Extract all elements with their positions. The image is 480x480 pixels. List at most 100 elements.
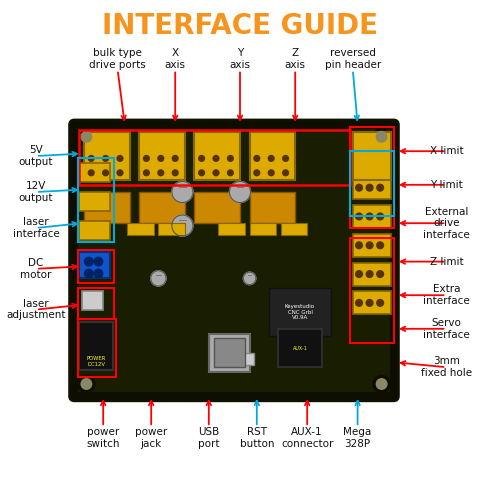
Text: Y
axis: Y axis (229, 48, 251, 70)
Text: USB
port: USB port (198, 427, 219, 449)
FancyBboxPatch shape (250, 132, 295, 180)
Circle shape (377, 184, 384, 191)
Circle shape (366, 300, 373, 306)
Circle shape (199, 170, 204, 176)
Circle shape (158, 156, 164, 161)
Circle shape (144, 170, 149, 176)
Text: laser
adjustment: laser adjustment (6, 299, 66, 321)
FancyBboxPatch shape (269, 288, 331, 336)
FancyBboxPatch shape (230, 353, 254, 365)
FancyBboxPatch shape (79, 163, 110, 182)
Text: Y limit: Y limit (430, 180, 463, 190)
Circle shape (377, 271, 384, 277)
FancyBboxPatch shape (78, 129, 390, 392)
Text: External
drive
interface: External drive interface (423, 206, 470, 240)
Circle shape (144, 156, 149, 161)
FancyBboxPatch shape (194, 192, 240, 223)
FancyBboxPatch shape (250, 223, 276, 235)
Circle shape (78, 128, 95, 145)
Circle shape (268, 156, 274, 161)
Text: 3mm
fixed hole: 3mm fixed hole (421, 356, 472, 378)
Circle shape (254, 170, 260, 176)
Circle shape (103, 170, 108, 176)
Circle shape (376, 379, 387, 389)
Text: Z
axis: Z axis (285, 48, 306, 70)
FancyBboxPatch shape (278, 329, 322, 367)
FancyBboxPatch shape (84, 132, 130, 180)
Text: POWER
DC12V: POWER DC12V (86, 356, 106, 367)
Circle shape (283, 156, 288, 161)
Circle shape (172, 156, 178, 161)
Circle shape (172, 170, 178, 176)
FancyBboxPatch shape (127, 223, 154, 235)
FancyBboxPatch shape (79, 252, 110, 278)
FancyBboxPatch shape (158, 223, 185, 235)
Circle shape (373, 375, 390, 393)
Text: INTERFACE GUIDE: INTERFACE GUIDE (102, 12, 378, 40)
Circle shape (366, 213, 373, 220)
Text: power
switch: power switch (86, 427, 120, 449)
FancyBboxPatch shape (82, 291, 103, 310)
Text: bulk type
drive ports: bulk type drive ports (89, 48, 146, 70)
Text: Extra
interface: Extra interface (423, 284, 470, 306)
Text: Keyestudio
CNC Grbl
V0.9A: Keyestudio CNC Grbl V0.9A (285, 304, 315, 320)
Circle shape (254, 156, 260, 161)
Circle shape (243, 272, 256, 285)
Circle shape (213, 170, 219, 176)
Text: RST
button: RST button (240, 427, 274, 449)
Circle shape (84, 257, 93, 266)
Circle shape (117, 170, 123, 176)
Circle shape (377, 300, 384, 306)
Text: Mega
328P: Mega 328P (344, 427, 372, 449)
FancyBboxPatch shape (79, 221, 110, 240)
FancyBboxPatch shape (281, 223, 307, 235)
Circle shape (356, 242, 362, 249)
FancyBboxPatch shape (353, 263, 391, 286)
Text: reversed
pin header: reversed pin header (324, 48, 381, 70)
Circle shape (94, 257, 103, 266)
Text: Servo
interface: Servo interface (423, 318, 470, 340)
Circle shape (356, 213, 362, 220)
Circle shape (151, 271, 166, 286)
Text: 12V
output: 12V output (19, 181, 53, 203)
Circle shape (356, 271, 362, 277)
Circle shape (88, 156, 94, 161)
Circle shape (377, 242, 384, 249)
FancyBboxPatch shape (84, 192, 130, 223)
Circle shape (376, 132, 387, 142)
FancyBboxPatch shape (209, 334, 250, 372)
Circle shape (84, 269, 93, 278)
FancyBboxPatch shape (70, 120, 398, 401)
FancyBboxPatch shape (79, 192, 110, 211)
FancyBboxPatch shape (79, 322, 113, 370)
Circle shape (366, 184, 373, 191)
FancyBboxPatch shape (353, 132, 391, 180)
Circle shape (268, 170, 274, 176)
Circle shape (199, 156, 204, 161)
FancyBboxPatch shape (353, 291, 391, 314)
Text: DC
motor: DC motor (20, 258, 52, 279)
Circle shape (88, 170, 94, 176)
Circle shape (213, 156, 219, 161)
Circle shape (158, 170, 164, 176)
Circle shape (172, 181, 193, 203)
Text: power
jack: power jack (135, 427, 168, 449)
Circle shape (283, 170, 288, 176)
FancyBboxPatch shape (353, 234, 391, 257)
Text: Z limit: Z limit (430, 257, 463, 266)
FancyBboxPatch shape (250, 192, 295, 223)
FancyBboxPatch shape (214, 338, 245, 367)
Circle shape (366, 242, 373, 249)
Circle shape (103, 156, 108, 161)
Circle shape (356, 300, 362, 306)
Circle shape (81, 132, 92, 142)
Text: AUX-1: AUX-1 (293, 346, 307, 350)
FancyBboxPatch shape (139, 132, 185, 180)
Text: X
axis: X axis (165, 48, 186, 70)
Text: X limit: X limit (430, 146, 463, 156)
Circle shape (117, 156, 123, 161)
Circle shape (377, 213, 384, 220)
Circle shape (228, 156, 233, 161)
FancyBboxPatch shape (353, 176, 391, 199)
Circle shape (356, 184, 362, 191)
